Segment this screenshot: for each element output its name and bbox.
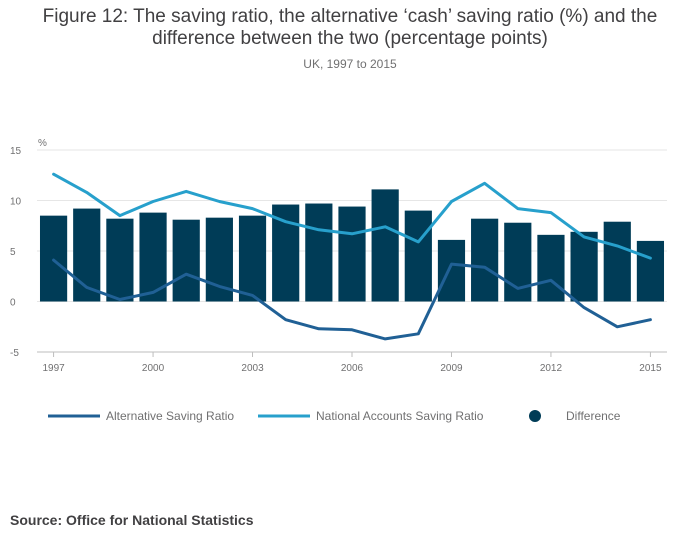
bar-difference-2008 [404, 210, 432, 302]
chart-title-line2: difference between the two (percentage p… [152, 28, 548, 49]
axis-layer: % -5 0 5 10 15 1997 2000 2003 2006 2009 2012 2015 [10, 138, 662, 374]
chart-title-line1: Figure 12: The saving ratio, the alterna… [42, 6, 658, 27]
bar-difference-2001 [172, 219, 200, 302]
bar-difference-2015 [636, 240, 665, 302]
x-tick-label: 1997 [42, 363, 65, 374]
chart-subtitle: UK, 1997 to 2015 [303, 57, 397, 71]
bar-difference-1999 [106, 218, 134, 302]
line-alternative-saving-ratio [52, 258, 652, 341]
x-tick-label: 2012 [540, 363, 563, 374]
bar-difference-1997 [39, 215, 68, 302]
y-tick-label: -5 [10, 348, 19, 359]
bar-difference-2010 [471, 218, 499, 302]
bar-difference-2005 [305, 203, 333, 302]
x-tick-label: 2015 [639, 363, 662, 374]
bar-difference-2012 [537, 234, 565, 302]
y-tick-label: 0 [10, 298, 16, 309]
bar-difference-2009 [437, 239, 466, 302]
line-national-accounts-saving-ratio [52, 172, 652, 260]
x-tick-label: 2006 [341, 363, 364, 374]
x-tick-label: 2009 [440, 363, 463, 374]
legend-label-national-accounts-saving-ratio: National Accounts Saving Ratio [316, 409, 484, 423]
y-tick-label: 15 [10, 146, 22, 157]
legend-label-alternative-saving-ratio: Alternative Saving Ratio [106, 409, 234, 423]
bar-difference-2007 [371, 189, 399, 302]
chart-title: Figure 12: The saving ratio, the alterna… [0, 6, 700, 50]
line-layer [52, 172, 652, 341]
bar-difference-2013 [570, 231, 598, 302]
x-tick-label: 2000 [142, 363, 165, 374]
bar-layer [39, 189, 665, 302]
y-axis-label: % [38, 138, 47, 149]
source-note: Source: Office for National Statistics [10, 512, 254, 528]
legend-swatch-difference [529, 410, 541, 422]
bar-difference-2006 [338, 206, 366, 302]
x-tick-label: 2003 [241, 363, 264, 374]
legend-label-difference: Difference [566, 409, 621, 423]
bar-difference-2003 [238, 215, 267, 302]
legend: Alternative Saving Ratio National Account… [48, 409, 621, 423]
y-tick-label: 10 [10, 197, 22, 208]
y-tick-label: 5 [10, 247, 16, 258]
bar-difference-2014 [603, 221, 631, 302]
